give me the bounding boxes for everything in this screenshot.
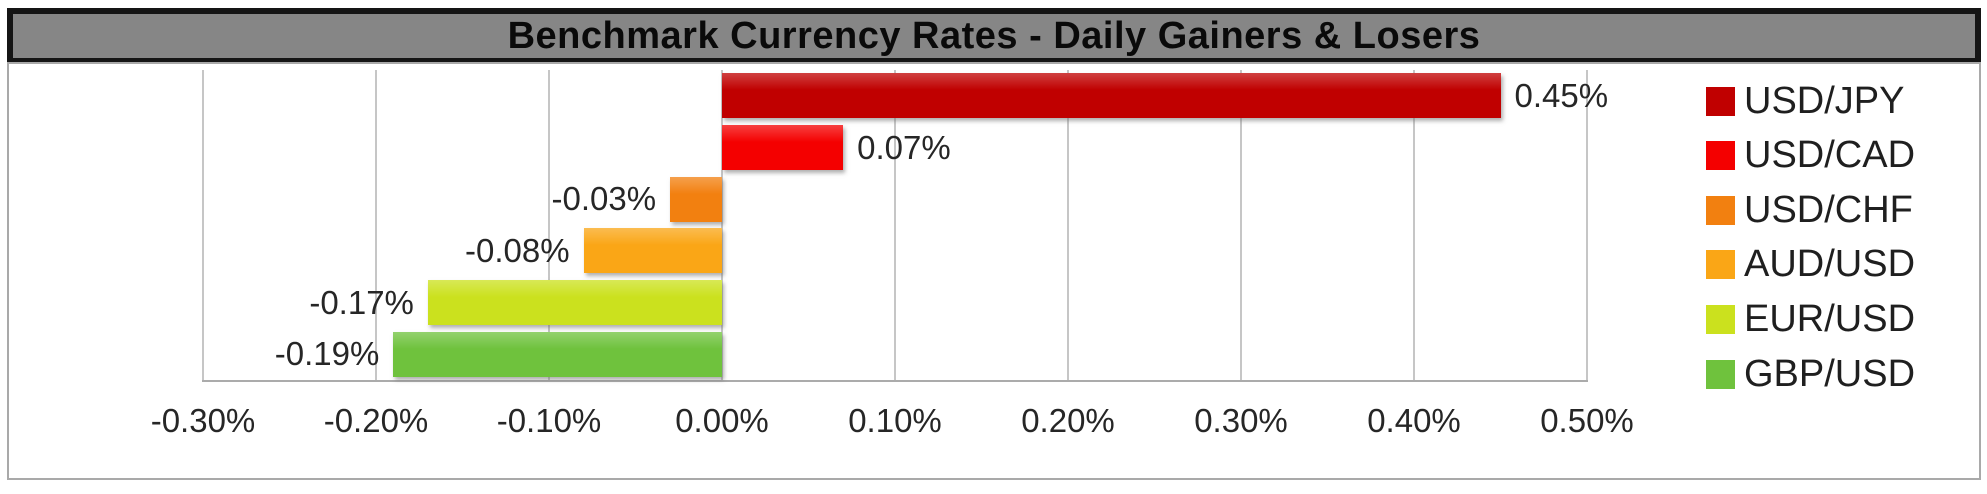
data-label: -0.03% (551, 180, 657, 218)
bar-usd-cad (722, 125, 844, 170)
chart-title-bar: Benchmark Currency Rates - Daily Gainers… (7, 8, 1981, 64)
data-label: 0.45% (1514, 76, 1609, 114)
gridline (1413, 70, 1415, 380)
legend-label: GBP/USD (1744, 352, 1916, 395)
x-tick-label: -0.30% (150, 402, 256, 439)
legend-item-aud-usd: AUD/USD (1706, 243, 1915, 287)
x-tick-label: -0.10% (496, 402, 602, 439)
legend-swatch (1706, 304, 1735, 334)
legend-item-gbp-usd: GBP/USD (1706, 352, 1915, 396)
bar-eur-usd (427, 280, 722, 325)
gridline (1240, 70, 1242, 380)
legend-label: EUR/USD (1744, 297, 1916, 340)
x-tick-label: 0.30% (1194, 402, 1288, 439)
legend-item-usd-jpy: USD/JPY (1706, 79, 1904, 123)
gridline (548, 70, 550, 380)
chart-title: Benchmark Currency Rates - Daily Gainers… (507, 14, 1481, 57)
legend-label: USD/CHF (1744, 188, 1913, 231)
legend-item-usd-cad: USD/CAD (1706, 134, 1915, 178)
x-tick-label: 0.10% (848, 402, 942, 439)
data-label: -0.17% (309, 283, 414, 321)
x-tick-label: 0.20% (1021, 402, 1115, 439)
legend-swatch (1706, 250, 1735, 280)
bar-usd-jpy (722, 73, 1501, 119)
x-tick-label: 0.00% (675, 402, 769, 439)
x-tick-label: 0.50% (1540, 402, 1634, 439)
legend-label: AUD/USD (1744, 243, 1916, 286)
legend-swatch (1706, 141, 1735, 171)
data-label: 0.07% (857, 128, 951, 166)
legend-swatch (1706, 86, 1735, 116)
bar-usd-chf (670, 176, 722, 222)
gridline (721, 70, 723, 380)
data-label: -0.19% (274, 335, 380, 373)
x-tick-label: 0.40% (1367, 402, 1461, 439)
legend-label: USD/JPY (1744, 79, 1905, 122)
chart-plot-background (7, 62, 1981, 480)
gridline (1586, 70, 1588, 380)
legend-item-usd-chf: USD/CHF (1706, 188, 1913, 232)
gridline (202, 70, 204, 380)
gridline (894, 70, 896, 380)
x-axis-line (202, 380, 1588, 382)
x-tick-label: -0.20% (323, 402, 429, 439)
data-label: -0.08% (465, 231, 570, 269)
legend-label: USD/CAD (1744, 134, 1916, 177)
bar-aud-usd (583, 228, 722, 274)
bar-gbp-usd (393, 331, 722, 377)
legend-item-eur-usd: EUR/USD (1706, 297, 1915, 341)
gridline (1067, 70, 1069, 380)
legend-swatch (1706, 195, 1735, 225)
gridline (375, 70, 377, 380)
legend-swatch (1706, 359, 1735, 389)
